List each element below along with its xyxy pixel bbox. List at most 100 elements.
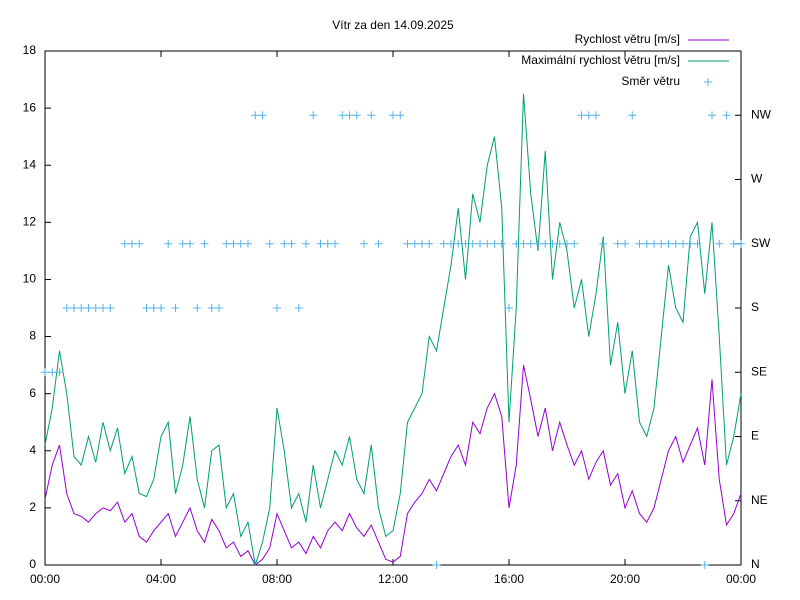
point: [84, 304, 93, 312]
point: [316, 239, 325, 248]
point: [77, 304, 86, 312]
point: [222, 239, 231, 248]
point: [570, 239, 579, 248]
point: [599, 239, 608, 248]
point: [171, 304, 180, 312]
point: [679, 239, 687, 248]
point: [352, 111, 361, 120]
y2-tick-label: SE: [751, 364, 767, 378]
x-tick-label: 00:00: [30, 572, 60, 586]
point: [563, 239, 571, 248]
point: [447, 239, 455, 248]
x-tick-label: 04:00: [146, 572, 176, 586]
x-tick-label: 00:00: [726, 572, 756, 586]
point: [621, 239, 629, 248]
point: [135, 239, 144, 248]
point: [149, 304, 158, 312]
point: [425, 239, 434, 248]
y-tick-label: 2: [29, 500, 36, 514]
point: [258, 111, 267, 120]
point: [294, 304, 303, 312]
point: [454, 239, 463, 248]
y-tick-label: 0: [29, 557, 36, 571]
point: [686, 239, 695, 248]
legend-label: Maximální rychlost větru [m/s]: [521, 53, 680, 67]
point: [410, 239, 419, 248]
y-tick-label: 16: [23, 100, 37, 114]
point: [236, 239, 245, 248]
point: [476, 239, 484, 248]
y2-tick-label: N: [751, 557, 760, 571]
point: [215, 304, 223, 312]
point: [265, 239, 274, 248]
point: [229, 239, 238, 248]
point: [302, 239, 310, 248]
y-tick-label: 4: [29, 443, 36, 457]
point: [41, 368, 49, 377]
point: [200, 239, 209, 248]
point: [548, 239, 557, 248]
point: [367, 111, 376, 120]
point: [664, 239, 673, 248]
point: [592, 111, 600, 120]
point: [309, 111, 318, 120]
point: [374, 239, 383, 248]
x-tick-label: 16:00: [494, 572, 524, 586]
point: [461, 239, 470, 248]
point: [55, 368, 64, 377]
series-line: [44, 93, 742, 566]
point: [142, 304, 151, 312]
point: [244, 239, 252, 248]
point: [693, 239, 702, 248]
point: [157, 304, 165, 312]
point: [178, 239, 187, 248]
point: [657, 239, 666, 248]
point: [432, 561, 441, 569]
point: [555, 239, 564, 248]
point: [99, 304, 107, 312]
point: [106, 304, 115, 312]
series-line: [44, 365, 742, 566]
point: [613, 239, 622, 248]
point: [729, 239, 738, 248]
y2-tick-label: SW: [751, 236, 771, 250]
point: [389, 111, 397, 120]
y-tick-label: 18: [23, 43, 37, 57]
x-tick-label: 12:00: [378, 572, 408, 586]
point: [737, 239, 745, 248]
point: [722, 111, 731, 120]
point: [497, 239, 506, 248]
y-tick-label: 10: [23, 272, 37, 286]
point: [273, 304, 281, 312]
point: [715, 239, 724, 248]
point: [700, 561, 709, 569]
y2-tick-label: NW: [751, 107, 772, 121]
point: [323, 239, 332, 248]
legend-label: Rychlost větru [m/s]: [575, 32, 680, 46]
point: [577, 111, 586, 120]
point: [396, 111, 405, 120]
legend-swatch: [704, 78, 712, 86]
y-tick-label: 6: [29, 386, 36, 400]
point: [534, 239, 542, 248]
point: [128, 239, 136, 248]
point: [360, 239, 368, 248]
point: [635, 239, 644, 248]
legend-label: Směr větru: [621, 74, 680, 88]
point: [483, 239, 492, 248]
point: [186, 239, 194, 248]
y2-tick-label: W: [751, 172, 763, 186]
point: [490, 239, 499, 248]
y2-tick-label: S: [751, 300, 759, 314]
y-tick-label: 12: [23, 215, 37, 229]
point: [403, 239, 412, 248]
point: [120, 239, 129, 248]
point: [505, 304, 513, 312]
point: [512, 239, 521, 248]
point: [468, 239, 477, 248]
point: [650, 239, 658, 248]
point: [280, 239, 289, 248]
x-tick-label: 08:00: [262, 572, 292, 586]
